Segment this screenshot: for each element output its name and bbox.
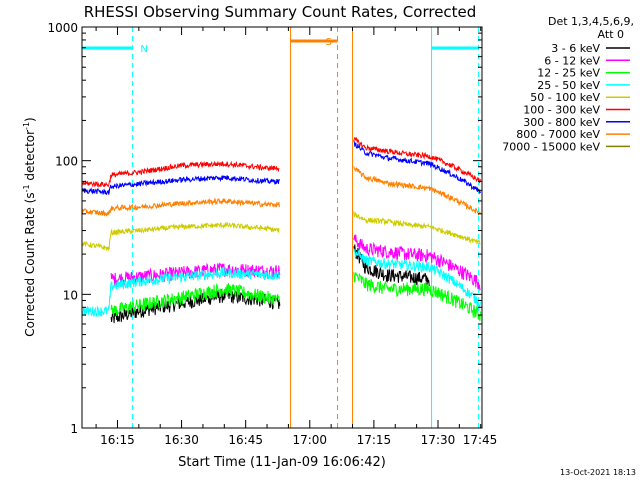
- y-tick-label: 10: [63, 288, 78, 302]
- series-line: [110, 288, 281, 324]
- event-label: S: [326, 37, 332, 48]
- series-line: [81, 197, 280, 217]
- legend-label: 6 - 12 keV: [544, 54, 600, 67]
- series-line: [353, 244, 430, 287]
- legend-label: 800 - 7000 keV: [516, 128, 600, 141]
- series-line: [81, 221, 280, 252]
- legend-label: 25 - 50 keV: [537, 79, 600, 92]
- legend-label: 100 - 300 keV: [523, 104, 600, 117]
- legend-attenuator: Att 0: [598, 28, 624, 41]
- series-line: [81, 160, 280, 188]
- y-label-part: Corrected Count Rate (s: [23, 192, 37, 336]
- x-tick-label: 16:45: [228, 433, 263, 447]
- x-tick-label: 16:30: [164, 433, 199, 447]
- legend-label: 12 - 25 keV: [537, 67, 600, 80]
- y-label-part: ): [23, 117, 37, 122]
- legend-label: 3 - 6 keV: [551, 42, 600, 55]
- legend-label: 300 - 800 keV: [523, 116, 600, 129]
- y-label-part: detector: [23, 130, 37, 185]
- series-line: [81, 265, 280, 317]
- y-axis-label: Corrected Count Rate (s-1 detector-1): [22, 117, 37, 336]
- event-markers: NS: [82, 27, 480, 428]
- x-tick-label: 17:45: [463, 433, 498, 447]
- x-tick-label: 17:15: [357, 433, 392, 447]
- chart-title: RHESSI Observing Summary Count Rates, Co…: [84, 3, 477, 21]
- series-line: [353, 271, 481, 322]
- legend-label: 7000 - 15000 keV: [502, 140, 600, 153]
- x-axis-label: Start Time (11-Jan-09 16:06:42): [178, 455, 386, 470]
- y-label-sup: -1: [22, 122, 31, 130]
- event-label: N: [140, 44, 147, 55]
- series-line: [353, 141, 481, 195]
- x-tick-label: 17:30: [421, 433, 456, 447]
- series-line: [353, 136, 481, 184]
- series-lines: [81, 136, 481, 324]
- y-label-sup: -1: [22, 184, 31, 192]
- y-tick-label: 1: [70, 422, 78, 436]
- legend-header: Det 1,3,4,5,6,9,: [548, 15, 634, 28]
- series-line: [353, 234, 481, 291]
- series-line: [353, 248, 481, 309]
- x-axis: 16:15 16:30 16:45 17:00 17:15 17:30 17:45: [95, 27, 498, 447]
- y-tick-label: 100: [55, 155, 78, 169]
- series-line: [353, 211, 481, 245]
- x-tick-label: 17:00: [292, 433, 327, 447]
- series-line: [110, 283, 281, 317]
- timestamp-footer: 13-Oct-2021 18:13: [560, 468, 636, 477]
- plot-frame: [81, 26, 483, 429]
- series-line: [353, 166, 481, 216]
- y-tick-label: 1000: [47, 21, 78, 35]
- series-line: [81, 175, 280, 196]
- y-axis: 1 10 100 1000: [47, 21, 482, 436]
- x-tick-label: 16:15: [100, 433, 135, 447]
- legend-label: 50 - 100 keV: [530, 91, 600, 104]
